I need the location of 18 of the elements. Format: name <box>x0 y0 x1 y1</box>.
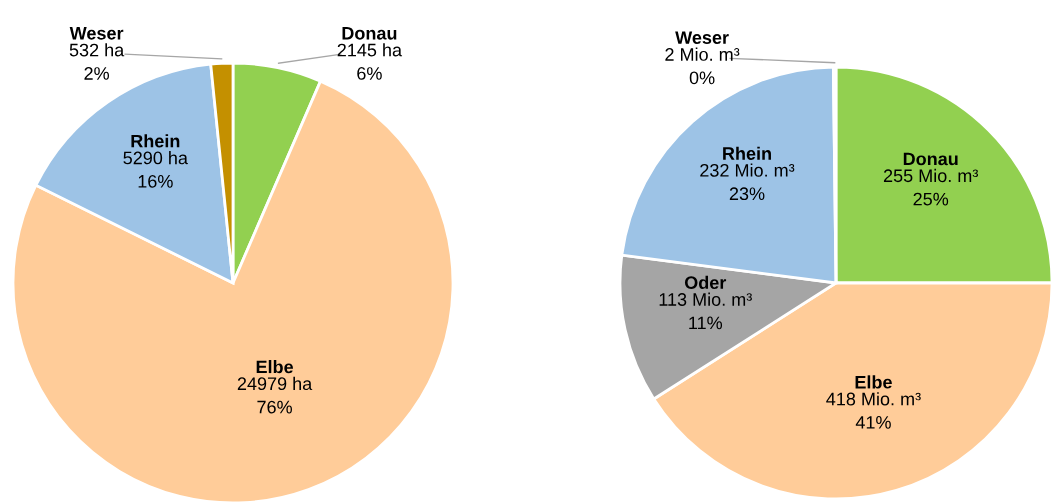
slice-label: Rhein <box>131 134 180 148</box>
slice-label: Donau <box>903 152 958 166</box>
data-label: 418 Mio. m³ 41% <box>826 392 921 429</box>
slice-label: Weser <box>675 31 729 44</box>
data-label: 532 ha 2% <box>69 43 125 80</box>
data-label: 255 Mio. m³ 25% <box>883 168 979 206</box>
data-label: 2 Mio. m³ 0% <box>665 47 740 85</box>
slice-label: Rhein <box>723 146 771 160</box>
slice-label: Elbe <box>256 360 294 374</box>
slice-label: Oder <box>684 275 727 290</box>
data-label: 2145 ha 6% <box>337 43 403 80</box>
data-label: 24979 ha 76% <box>237 376 313 414</box>
data-label: 5290 ha 16% <box>123 151 188 188</box>
slice-label: Elbe <box>855 375 892 389</box>
slice-label: Donau <box>342 27 397 40</box>
data-label: 113 Mio. m³ 11% <box>659 292 752 330</box>
slice-label: Weser <box>69 27 124 40</box>
data-label: 232 Mio. m³ 23% <box>700 163 795 201</box>
